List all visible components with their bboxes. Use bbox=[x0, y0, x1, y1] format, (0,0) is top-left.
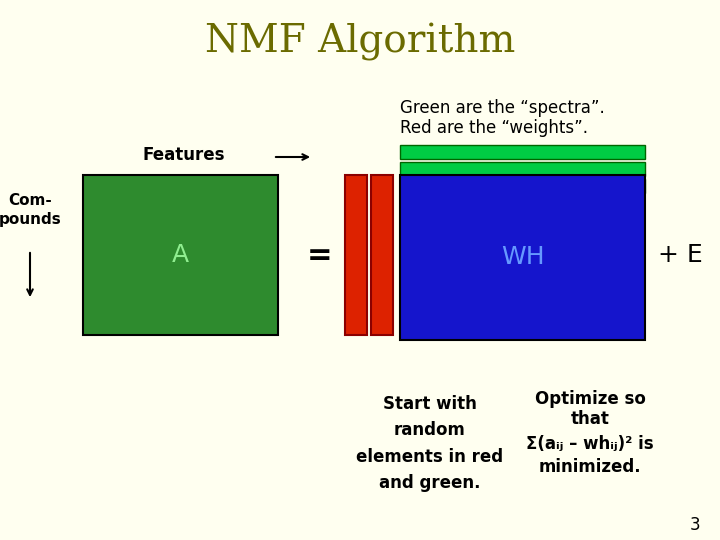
Text: WH: WH bbox=[500, 246, 544, 269]
Text: Σ(aᵢⱼ – whᵢⱼ)² is: Σ(aᵢⱼ – whᵢⱼ)² is bbox=[526, 435, 654, 453]
Bar bbox=[83, 175, 278, 335]
Text: Red are the “weights”.: Red are the “weights”. bbox=[400, 119, 588, 137]
Text: 3: 3 bbox=[690, 516, 701, 534]
Bar bbox=[400, 145, 645, 159]
Bar bbox=[345, 175, 367, 335]
Text: minimized.: minimized. bbox=[539, 458, 642, 476]
Bar bbox=[400, 175, 645, 340]
Bar bbox=[400, 162, 645, 176]
Bar bbox=[371, 175, 393, 335]
Text: that: that bbox=[570, 410, 609, 428]
Bar bbox=[400, 179, 645, 193]
Text: Green are the “spectra”.: Green are the “spectra”. bbox=[400, 99, 605, 117]
Text: + E: + E bbox=[657, 243, 703, 267]
Text: Start with
random
elements in red
and green.: Start with random elements in red and gr… bbox=[356, 395, 503, 492]
Text: A: A bbox=[172, 243, 189, 267]
Text: NMF Algorithm: NMF Algorithm bbox=[204, 23, 516, 61]
Text: Features: Features bbox=[143, 146, 225, 164]
Text: =: = bbox=[307, 240, 333, 269]
Text: Com-
pounds: Com- pounds bbox=[0, 193, 61, 227]
Text: Optimize so: Optimize so bbox=[534, 390, 645, 408]
